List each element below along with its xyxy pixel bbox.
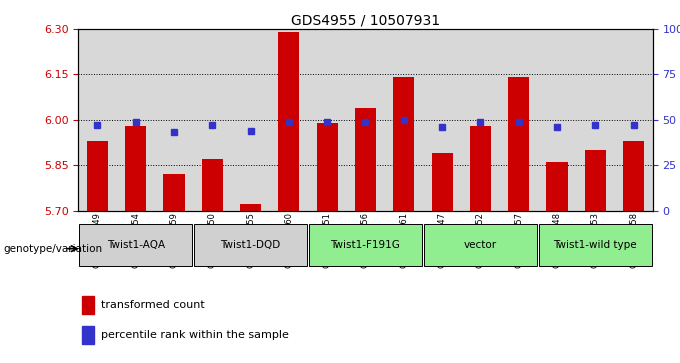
FancyBboxPatch shape (424, 224, 537, 266)
Bar (423, 29, 461, 211)
Bar (547, 162, 568, 211)
Bar (538, 29, 576, 211)
Bar (461, 29, 500, 211)
Bar (576, 29, 615, 211)
Bar (355, 108, 376, 211)
Text: genotype/variation: genotype/variation (3, 244, 103, 254)
Bar (116, 29, 155, 211)
Bar (82, 296, 94, 314)
Bar (202, 159, 223, 211)
Bar (240, 204, 261, 211)
Bar (500, 29, 538, 211)
Bar (346, 29, 385, 211)
Text: Twist1-AQA: Twist1-AQA (107, 240, 165, 250)
Bar (163, 174, 184, 211)
Bar (125, 126, 146, 211)
Bar (308, 29, 346, 211)
FancyBboxPatch shape (309, 224, 422, 266)
Text: percentile rank within the sample: percentile rank within the sample (101, 330, 288, 340)
Bar (470, 126, 491, 211)
Bar (278, 32, 299, 211)
Bar (615, 29, 653, 211)
FancyBboxPatch shape (79, 224, 192, 266)
Bar (623, 141, 644, 211)
Bar (432, 153, 453, 211)
Bar (155, 29, 193, 211)
Bar (317, 123, 338, 211)
Bar (82, 326, 94, 344)
Text: Twist1-DQD: Twist1-DQD (220, 240, 281, 250)
Title: GDS4955 / 10507931: GDS4955 / 10507931 (291, 14, 440, 28)
Bar (385, 29, 423, 211)
Bar (78, 29, 116, 211)
Bar (193, 29, 231, 211)
Bar (508, 77, 529, 211)
FancyBboxPatch shape (539, 224, 652, 266)
Text: vector: vector (464, 240, 497, 250)
Bar (393, 77, 414, 211)
Text: Twist1-F191G: Twist1-F191G (330, 240, 401, 250)
Text: transformed count: transformed count (101, 300, 205, 310)
Bar (231, 29, 270, 211)
FancyBboxPatch shape (194, 224, 307, 266)
Bar (270, 29, 308, 211)
Bar (87, 141, 108, 211)
Bar (585, 150, 606, 211)
Text: Twist1-wild type: Twist1-wild type (554, 240, 637, 250)
